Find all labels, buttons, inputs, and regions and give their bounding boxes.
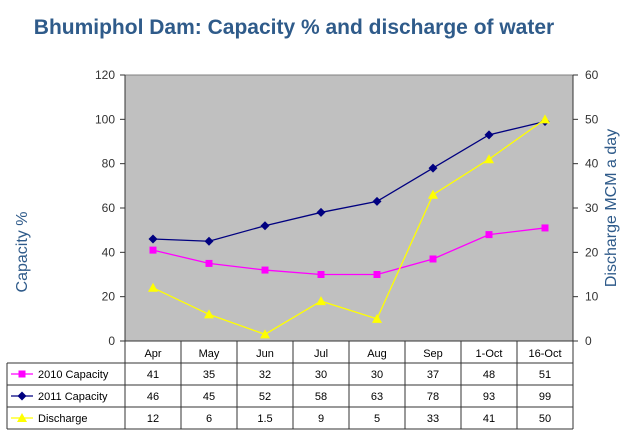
table-cell-discharge: 1.5 xyxy=(257,413,272,425)
y-right-tick-label: 20 xyxy=(585,245,599,259)
series-2011-capacity xyxy=(148,117,550,246)
table-cell-2010-capacity: 51 xyxy=(539,369,551,381)
x-tick-label: 1-Oct xyxy=(476,348,503,360)
data-point-2011-capacity xyxy=(428,163,438,173)
data-point-2011-capacity xyxy=(484,130,494,140)
y-left-tick-label: 0 xyxy=(108,334,115,348)
y-left-tick-label: 100 xyxy=(95,112,115,126)
x-tick-label: Jul xyxy=(314,348,328,360)
table-cell-2010-capacity: 30 xyxy=(371,369,383,381)
data-point-2010-capacity xyxy=(485,231,493,239)
y-axis-right-title: Discharge MCM a day xyxy=(603,129,620,287)
legend-label: 2010 Capacity xyxy=(38,369,109,381)
y-axis-left-ticks: 0 20 40 60 80 100 120 xyxy=(95,68,125,348)
table-cell-2011-capacity: 63 xyxy=(371,391,383,403)
data-point-discharge xyxy=(372,313,382,323)
table-cell-2011-capacity: 45 xyxy=(203,391,215,403)
table-cell-2011-capacity: 78 xyxy=(427,391,439,403)
table-cell-discharge: 9 xyxy=(318,413,324,425)
legend-label: Discharge xyxy=(38,413,88,425)
table-cell-2011-capacity: 46 xyxy=(147,391,159,403)
x-tick-label: 16-Oct xyxy=(528,348,561,360)
legend-marker-2011-capacity xyxy=(17,391,27,401)
table-cell-discharge: 5 xyxy=(374,413,380,425)
data-point-discharge xyxy=(316,296,326,306)
y-left-tick-label: 60 xyxy=(102,201,116,215)
y-left-tick-label: 80 xyxy=(102,157,116,171)
x-tick-label: May xyxy=(199,348,220,360)
legend-marker-discharge xyxy=(17,413,27,422)
data-point-discharge xyxy=(540,114,550,124)
series-layer xyxy=(148,114,550,339)
table-cell-discharge: 12 xyxy=(147,413,159,425)
table-cell-discharge: 41 xyxy=(483,413,495,425)
table-cell-2011-capacity: 58 xyxy=(315,391,327,403)
chart-title: Bhumiphol Dam: Capacity % and discharge … xyxy=(34,16,554,39)
y-left-tick-label: 40 xyxy=(102,245,116,259)
data-point-2011-capacity xyxy=(372,196,382,206)
data-point-2010-capacity xyxy=(373,271,381,278)
table-cell-2010-capacity: 37 xyxy=(427,369,439,381)
y-left-tick-label: 120 xyxy=(95,68,115,82)
series-discharge xyxy=(148,114,550,339)
table-cell-2010-capacity: 35 xyxy=(203,369,215,381)
data-point-2011-capacity xyxy=(204,236,214,246)
data-point-discharge xyxy=(484,154,494,164)
y-axis-right-ticks: 0 10 20 30 40 50 60 xyxy=(573,68,599,348)
data-point-2011-capacity xyxy=(148,234,158,244)
table-cell-2011-capacity: 93 xyxy=(483,391,495,403)
data-point-2010-capacity xyxy=(149,246,157,254)
series-line-discharge xyxy=(152,118,546,336)
series-2010-capacity xyxy=(149,224,549,278)
y-right-tick-label: 0 xyxy=(585,334,592,348)
data-point-discharge xyxy=(260,329,270,339)
data-point-discharge xyxy=(428,189,438,199)
table-cell-2010-capacity: 48 xyxy=(483,369,495,381)
data-table: Apr May Jun Jul Aug Sep 1-Oct 16-Oct 2010 Capaci… xyxy=(6,340,574,430)
table-cell-discharge: 33 xyxy=(427,413,439,425)
series-line-2010-capacity xyxy=(152,227,546,276)
y-right-tick-label: 40 xyxy=(585,157,599,171)
y-right-tick-label: 30 xyxy=(585,201,599,215)
plot-area xyxy=(124,74,574,342)
y-axis-left-title: Capacity % xyxy=(14,212,31,293)
data-point-2011-capacity xyxy=(316,207,326,217)
table-cell-2010-capacity: 41 xyxy=(147,369,159,381)
x-tick-label: Jun xyxy=(256,348,274,360)
legend-marker-2010-capacity xyxy=(18,370,26,378)
table-cell-2010-capacity: 30 xyxy=(315,369,327,381)
data-point-2010-capacity xyxy=(205,259,213,267)
legend-label: 2011 Capacity xyxy=(38,391,108,403)
data-point-discharge xyxy=(148,282,158,292)
table-cell-discharge: 50 xyxy=(539,413,551,425)
x-tick-label: Sep xyxy=(423,348,443,360)
data-point-2010-capacity xyxy=(317,271,325,278)
data-point-discharge xyxy=(204,309,214,319)
series-line-2011-capacity xyxy=(152,120,546,242)
y-right-tick-label: 60 xyxy=(585,68,599,82)
data-point-2010-capacity xyxy=(261,266,269,274)
data-point-2010-capacity xyxy=(429,255,437,263)
x-tick-label: Apr xyxy=(144,348,161,360)
table-cell-2011-capacity: 99 xyxy=(539,391,551,403)
y-right-tick-label: 10 xyxy=(585,290,599,304)
x-tick-label: Aug xyxy=(367,348,387,360)
y-left-tick-label: 20 xyxy=(102,290,116,304)
table-cell-2010-capacity: 32 xyxy=(259,369,271,381)
table-cell-2011-capacity: 52 xyxy=(259,391,271,403)
data-point-2010-capacity xyxy=(541,224,549,232)
data-point-2011-capacity xyxy=(260,221,270,231)
y-right-tick-label: 50 xyxy=(585,112,599,126)
table-cell-discharge: 6 xyxy=(206,413,212,425)
